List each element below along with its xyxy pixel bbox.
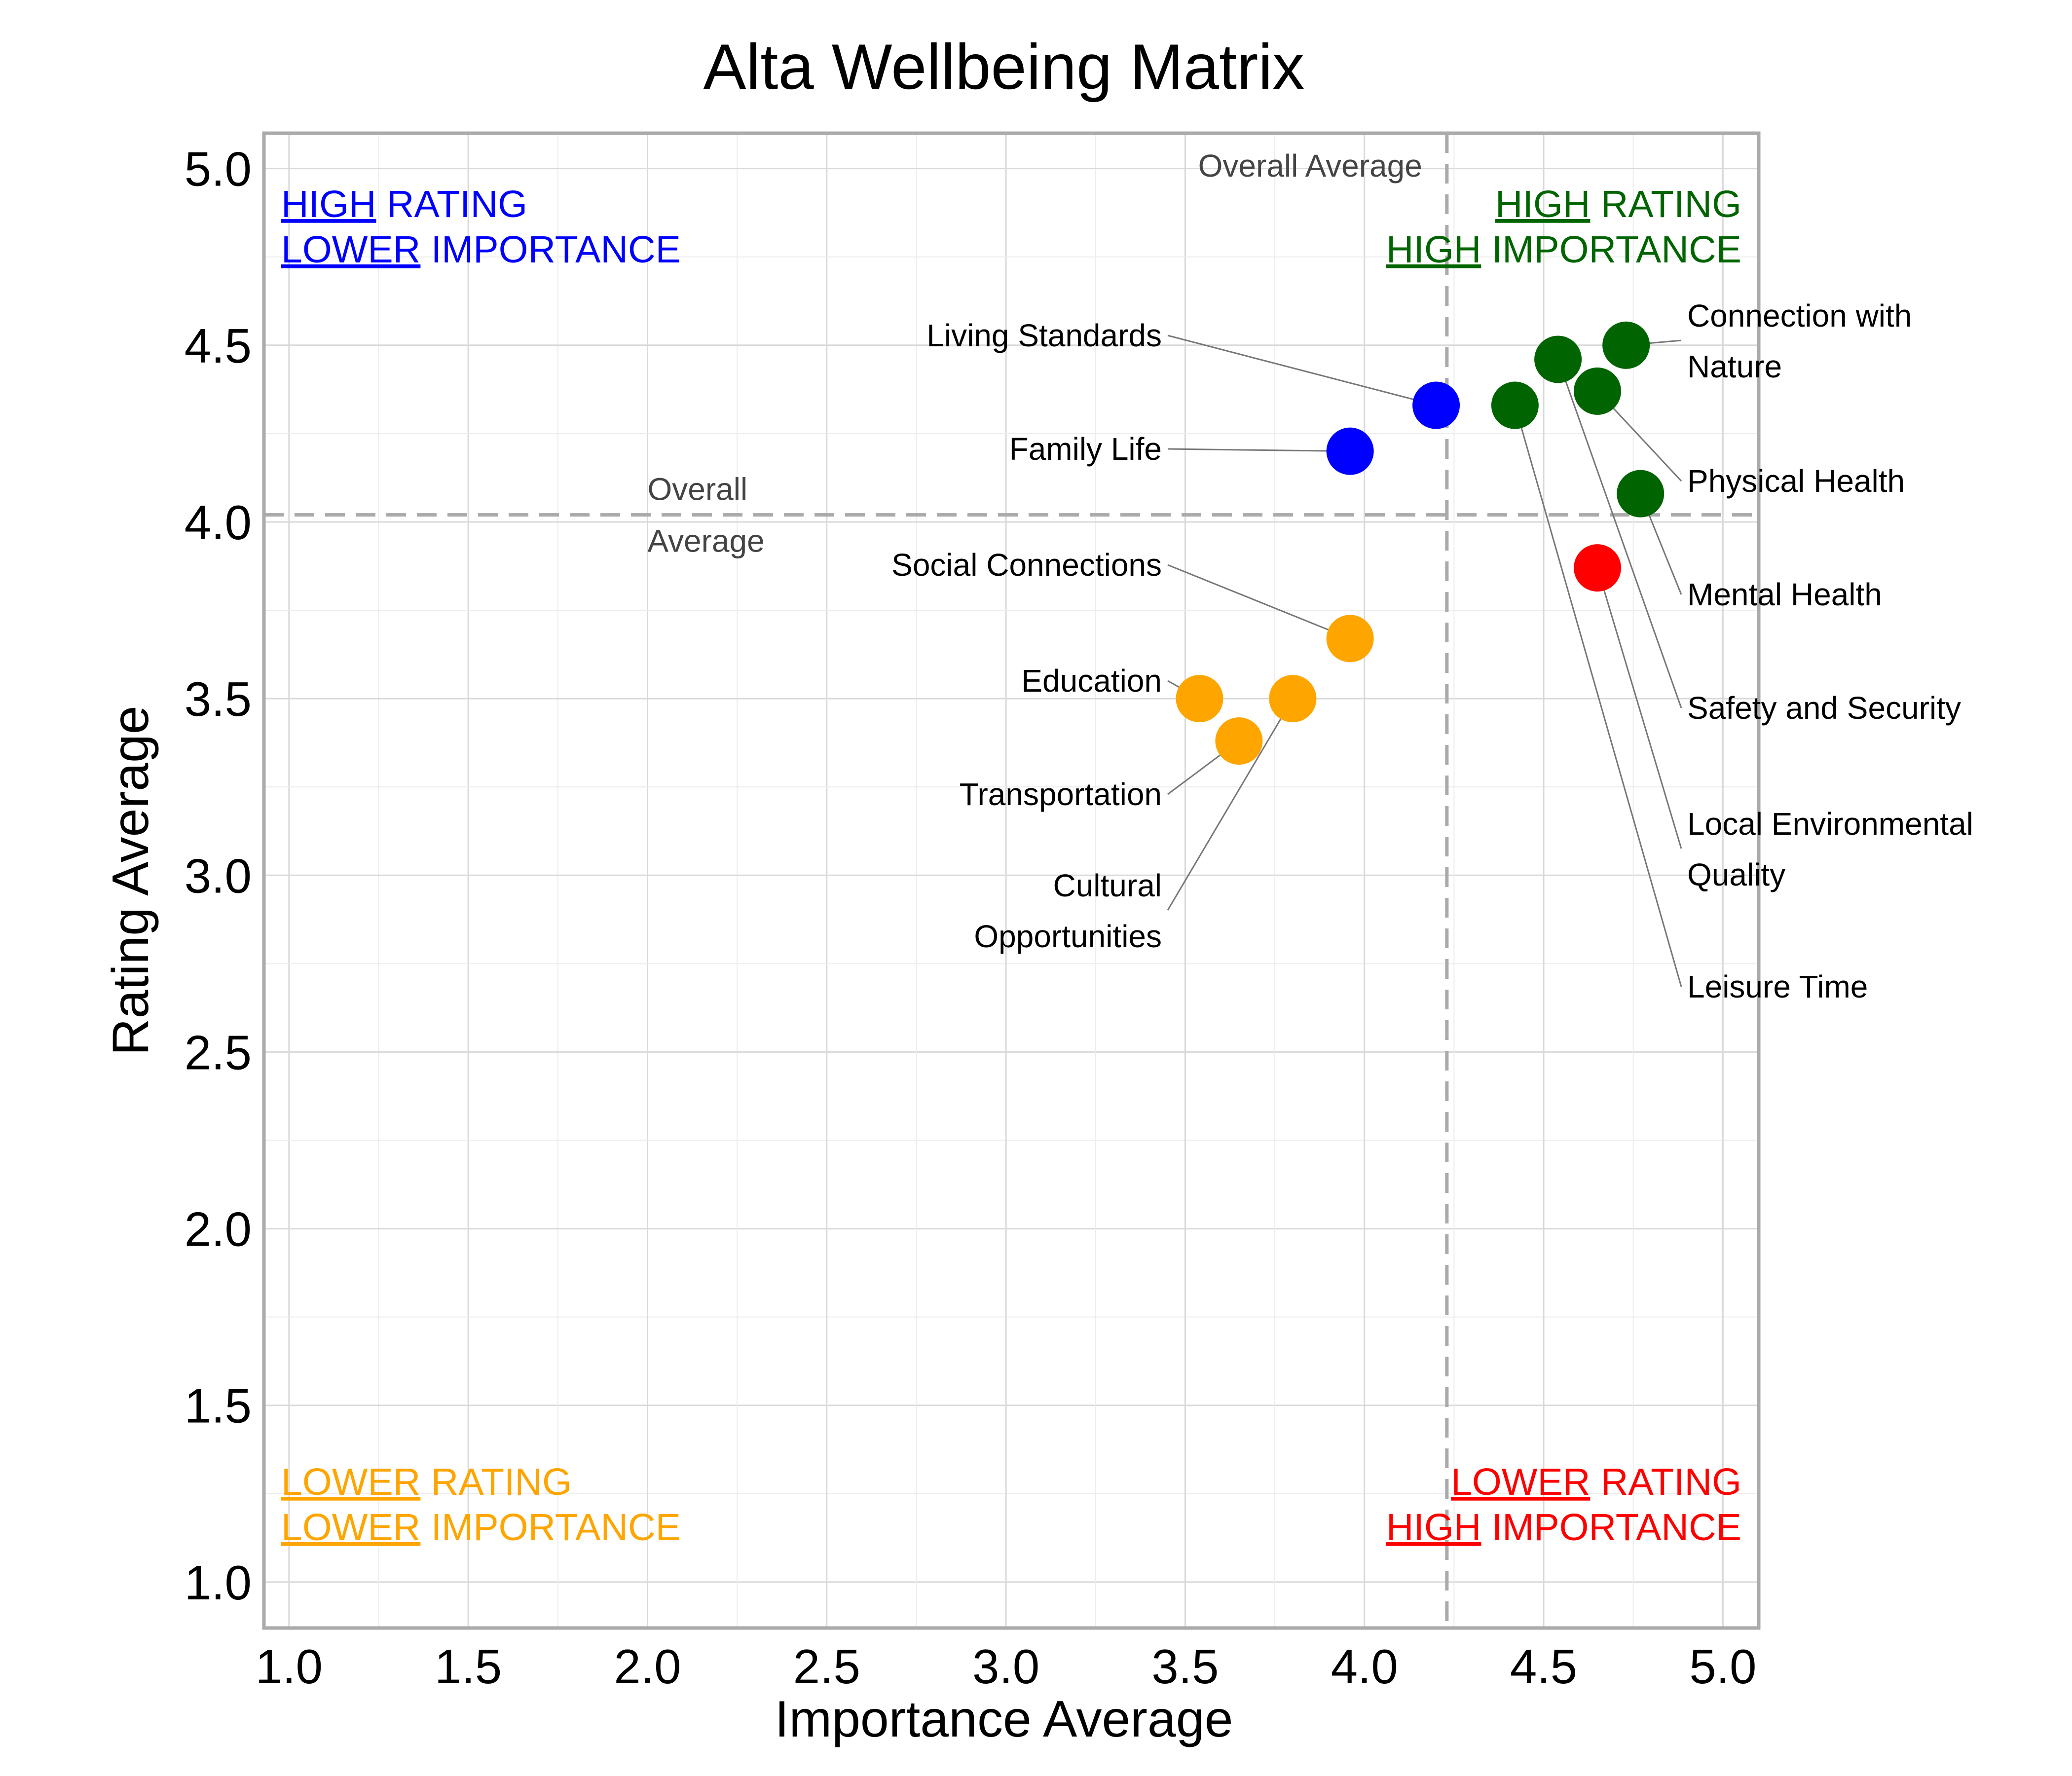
point-education xyxy=(1176,675,1223,723)
point-social-connections xyxy=(1326,615,1374,663)
overall-average-lines: Overall Average Overall Average xyxy=(264,133,1759,1628)
point-cultural-opportunities xyxy=(1269,675,1317,723)
quadrant-label-top-left: HIGH RATING xyxy=(281,183,527,225)
overall-average-y-label: Average xyxy=(647,523,764,559)
leader-line-family-life xyxy=(1167,448,1350,452)
point-local-environmental-quality xyxy=(1574,544,1622,592)
leader-line-living-standards xyxy=(1167,334,1437,407)
y-tick-label: 3.0 xyxy=(185,849,252,903)
point-leisure-time xyxy=(1491,381,1539,429)
y-tick-label: 1.0 xyxy=(185,1555,252,1610)
leader-line-safety-and-security xyxy=(1557,359,1682,708)
point-label-cultural-opportunities: Cultural xyxy=(1053,868,1162,903)
point-family-life xyxy=(1326,427,1374,475)
point-label-cultural-opportunities: Opportunities xyxy=(974,919,1162,954)
y-tick-label: 4.0 xyxy=(185,495,252,550)
point-connection-with-nature xyxy=(1602,321,1650,369)
x-tick-label: 1.5 xyxy=(435,1639,502,1694)
point-label-leisure-time: Leisure Time xyxy=(1687,969,1868,1004)
point-label-mental-health: Mental Health xyxy=(1687,577,1882,612)
plot-frame xyxy=(262,131,1761,1630)
axis-ticks: 1.0 1.5 2.0 2.5 3.0 3.5 4.0 4.5 5.0 1.0 1.5 2.0 2.5 3… xyxy=(185,142,1757,1694)
point-physical-health xyxy=(1574,367,1622,415)
quadrant-label-top-right: HIGH IMPORTANCE xyxy=(1386,228,1741,271)
point-label-local-environmental-quality: Quality xyxy=(1687,857,1785,892)
point-label-physical-health: Physical Health xyxy=(1687,463,1905,499)
point-label-connection-with-nature: Connection with xyxy=(1687,298,1912,333)
x-tick-label: 4.0 xyxy=(1331,1639,1398,1694)
quadrant-label-bottom-left: LOWER RATING xyxy=(281,1461,572,1503)
point-label-connection-with-nature: Nature xyxy=(1687,349,1782,384)
overall-average-x-label: Overall Average xyxy=(1198,148,1422,184)
y-tick-label: 2.0 xyxy=(185,1202,252,1257)
quadrant-label-top-right: HIGH RATING xyxy=(1495,183,1741,225)
point-label-local-environmental-quality: Local Environmental xyxy=(1687,806,1973,842)
x-tick-label: 3.5 xyxy=(1151,1639,1219,1694)
x-axis-title: Importance Average xyxy=(775,1691,1233,1748)
y-tick-label: 2.5 xyxy=(185,1025,252,1079)
chart-title: Alta Wellbeing Matrix xyxy=(703,31,1305,103)
point-label-social-connections: Social Connections xyxy=(891,547,1162,583)
point-label-family-life: Family Life xyxy=(1009,431,1162,467)
point-label-education: Education xyxy=(1021,663,1162,699)
leader-line-local-environmental-quality xyxy=(1596,567,1682,849)
overall-average-y-label: Overall xyxy=(647,472,747,507)
y-tick-label: 4.5 xyxy=(185,319,252,373)
quadrant-label-bottom-left: LOWER IMPORTANCE xyxy=(281,1506,681,1549)
quadrant-label-top-left: LOWER IMPORTANCE xyxy=(281,228,681,271)
x-tick-label: 3.0 xyxy=(972,1639,1039,1694)
y-tick-label: 1.5 xyxy=(185,1379,252,1433)
point-label-living-standards: Living Standards xyxy=(926,318,1162,353)
y-axis-title: Rating Average xyxy=(102,705,159,1055)
point-labels: Living Standards Family Life Social Connec… xyxy=(891,298,1973,1004)
x-tick-label: 1.0 xyxy=(256,1639,323,1694)
x-tick-label: 4.5 xyxy=(1510,1639,1577,1694)
point-safety-and-security xyxy=(1534,335,1582,383)
point-living-standards xyxy=(1412,381,1460,429)
x-tick-label: 2.0 xyxy=(614,1639,681,1694)
leader-line-social-connections xyxy=(1167,564,1351,639)
x-tick-label: 2.5 xyxy=(793,1639,860,1694)
quadrant-label-bottom-right: LOWER RATING xyxy=(1451,1461,1741,1503)
quadrant-label-bottom-right: HIGH IMPORTANCE xyxy=(1386,1506,1741,1549)
x-tick-label: 5.0 xyxy=(1689,1639,1756,1694)
data-points xyxy=(1176,321,1665,765)
point-mental-health xyxy=(1617,470,1665,518)
y-tick-label: 3.5 xyxy=(185,672,252,726)
point-label-transportation: Transportation xyxy=(960,777,1162,812)
leader-line-cultural-opportunities xyxy=(1167,698,1294,911)
leader-line-leisure-time xyxy=(1514,405,1682,987)
grid xyxy=(264,133,1759,1628)
y-tick-label: 5.0 xyxy=(185,142,252,196)
point-transportation xyxy=(1215,717,1263,765)
leader-lines xyxy=(1167,334,1682,987)
point-label-safety-and-security: Safety and Security xyxy=(1687,690,1961,726)
